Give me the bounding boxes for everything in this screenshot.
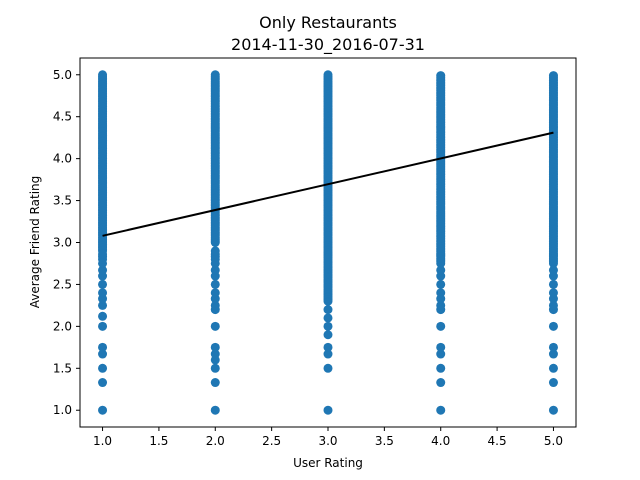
data-point bbox=[548, 300, 558, 310]
data-point bbox=[210, 363, 220, 373]
data-point bbox=[436, 71, 446, 81]
x-tick-label: 1.0 bbox=[93, 434, 112, 448]
data-point bbox=[98, 70, 108, 80]
data-point bbox=[436, 363, 446, 373]
data-point bbox=[98, 342, 108, 352]
chart-subtitle: 2014-11-30_2016-07-31 bbox=[231, 35, 425, 55]
data-point bbox=[323, 405, 333, 415]
y-tick-label: 2.5 bbox=[53, 277, 72, 291]
x-tick-label: 2.0 bbox=[206, 434, 225, 448]
data-point bbox=[98, 300, 108, 310]
trend-line bbox=[102, 131, 554, 237]
y-tick-label: 4.0 bbox=[53, 152, 72, 166]
data-point bbox=[98, 311, 108, 321]
data-point bbox=[436, 300, 446, 310]
data-point bbox=[98, 405, 108, 415]
data-point bbox=[548, 405, 558, 415]
x-tick-label: 1.5 bbox=[149, 434, 168, 448]
data-point bbox=[548, 279, 558, 289]
data-point bbox=[98, 349, 108, 359]
trend-line-layer bbox=[102, 131, 554, 237]
data-point bbox=[98, 378, 108, 388]
data-point bbox=[98, 321, 108, 331]
x-axis-ticks: 1.0 1.5 2.0 2.5 3.0 3.5 4.0 4.5 5.0 bbox=[93, 427, 563, 448]
data-point bbox=[210, 349, 220, 359]
y-tick-label: 3.5 bbox=[53, 194, 72, 208]
data-point bbox=[436, 265, 446, 275]
data-point bbox=[436, 378, 446, 388]
data-point bbox=[210, 342, 220, 352]
data-point bbox=[548, 265, 558, 275]
y-axis-label: Average Friend Rating bbox=[28, 176, 42, 309]
data-point bbox=[436, 349, 446, 359]
y-tick-label: 3.0 bbox=[53, 236, 72, 250]
data-point bbox=[436, 342, 446, 352]
data-point bbox=[210, 279, 220, 289]
data-point bbox=[548, 71, 558, 81]
x-tick-label: 2.5 bbox=[262, 434, 281, 448]
data-point bbox=[210, 405, 220, 415]
data-point bbox=[323, 349, 333, 359]
data-point bbox=[548, 378, 558, 388]
data-point bbox=[323, 363, 333, 373]
x-tick-label: 5.0 bbox=[544, 434, 563, 448]
data-point bbox=[210, 300, 220, 310]
x-tick-label: 3.0 bbox=[318, 434, 337, 448]
data-point bbox=[98, 363, 108, 373]
chart-title: Only Restaurants bbox=[259, 13, 397, 32]
y-tick-label: 5.0 bbox=[53, 68, 72, 82]
data-point bbox=[210, 265, 220, 275]
data-point bbox=[210, 378, 220, 388]
y-tick-label: 4.5 bbox=[53, 110, 72, 124]
data-point bbox=[323, 342, 333, 352]
data-point bbox=[548, 349, 558, 359]
data-point bbox=[210, 288, 220, 298]
x-tick-label: 3.5 bbox=[375, 434, 394, 448]
y-tick-label: 1.5 bbox=[53, 361, 72, 375]
data-point bbox=[548, 363, 558, 373]
data-point bbox=[436, 288, 446, 298]
data-point bbox=[323, 313, 333, 323]
data-point bbox=[323, 330, 333, 340]
data-point bbox=[98, 265, 108, 275]
x-tick-label: 4.5 bbox=[488, 434, 507, 448]
y-tick-label: 2.0 bbox=[53, 319, 72, 333]
y-tick-label: 1.0 bbox=[53, 403, 72, 417]
data-point bbox=[323, 305, 333, 315]
y-axis-ticks: 1.0 1.5 2.0 2.5 3.0 3.5 4.0 4.5 5.0 bbox=[53, 68, 80, 417]
data-point bbox=[98, 288, 108, 298]
data-point bbox=[210, 246, 220, 256]
data-point bbox=[436, 279, 446, 289]
x-tick-label: 4.0 bbox=[431, 434, 450, 448]
data-point bbox=[436, 405, 446, 415]
data-point bbox=[210, 321, 220, 331]
data-point bbox=[548, 288, 558, 298]
data-point bbox=[323, 321, 333, 331]
x-axis-label: User Rating bbox=[293, 456, 363, 470]
data-point bbox=[210, 70, 220, 80]
data-point bbox=[548, 321, 558, 331]
points-layer bbox=[98, 70, 558, 415]
data-point bbox=[98, 279, 108, 289]
data-point bbox=[323, 70, 333, 80]
data-point bbox=[98, 249, 108, 259]
data-point bbox=[548, 342, 558, 352]
data-point bbox=[436, 321, 446, 331]
